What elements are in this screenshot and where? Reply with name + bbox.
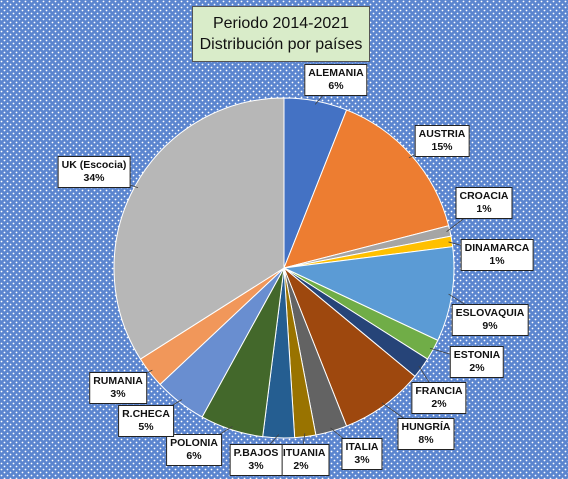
data-label: HUNGRÍA 8% — [397, 418, 455, 450]
data-label: ESLOVAQUIA 9% — [451, 304, 529, 336]
data-label: ALEMANIA 6% — [304, 64, 368, 96]
data-label: POLONIA 6% — [166, 434, 222, 466]
data-label-name: HUNGRÍA — [401, 421, 451, 433]
data-label: CROACIA 1% — [455, 187, 513, 219]
data-label: ITALIA 3% — [341, 438, 383, 470]
data-label-percent: 2% — [431, 398, 447, 410]
data-label-percent: 15% — [431, 141, 453, 153]
data-label-name: ESTONIA — [453, 349, 501, 361]
data-label-percent: 5% — [138, 421, 154, 433]
data-label: FRANCIA 2% — [411, 382, 467, 414]
pie-slice — [283, 109, 450, 269]
data-label-percent: 9% — [482, 320, 498, 332]
data-label: ESTONIA 2% — [449, 346, 505, 378]
data-label-name: UK (Escocia) — [61, 159, 127, 171]
chart-title-line2: Distribución por países — [199, 36, 363, 53]
data-label-name: ITALIA — [345, 441, 379, 453]
data-label-name: ALEMANIA — [308, 67, 364, 79]
data-label-percent: 1% — [476, 203, 492, 215]
data-label-name: R.CHECA — [122, 408, 170, 420]
data-label-name: FRANCIA — [415, 385, 463, 397]
data-label-percent: 8% — [418, 434, 434, 446]
data-label-percent: 6% — [328, 80, 344, 92]
data-label: R.CHECA 5% — [118, 405, 174, 437]
data-label-name: CROACIA — [459, 190, 509, 202]
data-label-percent: 2% — [469, 362, 485, 374]
data-label-percent: 3% — [110, 388, 126, 400]
data-label-name: AUSTRIA — [418, 128, 466, 140]
data-label-name: LITUANIA — [276, 447, 326, 459]
data-label-percent: 6% — [186, 450, 202, 462]
chart-title-line1: Periodo 2014-2021 — [212, 15, 350, 32]
data-label-percent: 34% — [83, 172, 105, 184]
data-label-percent: 2% — [293, 460, 309, 472]
data-label-name: RUMANIA — [93, 375, 143, 387]
pie-slices — [113, 97, 455, 439]
data-label-name: ESLOVAQUIA — [455, 307, 525, 319]
data-label-percent: 3% — [354, 454, 370, 466]
data-label-percent: 1% — [489, 255, 505, 267]
data-label: UK (Escocia) 34% — [57, 156, 131, 188]
data-label-name: DINAMARCA — [464, 242, 530, 254]
pie-slice — [113, 97, 285, 360]
data-label: DINAMARCA 1% — [460, 239, 534, 271]
data-label: AUSTRIA 15% — [414, 125, 470, 157]
pie-slice — [282, 246, 455, 342]
data-label-percent: 3% — [248, 460, 264, 472]
data-label-name: P.BAJOS — [233, 447, 279, 459]
data-label: RUMANIA 3% — [89, 372, 147, 404]
data-label: P.BAJOS 3% — [229, 444, 283, 476]
chart-title: Periodo 2014-2021 Distribución por paíse… — [192, 6, 370, 62]
data-label-name: POLONIA — [170, 437, 218, 449]
